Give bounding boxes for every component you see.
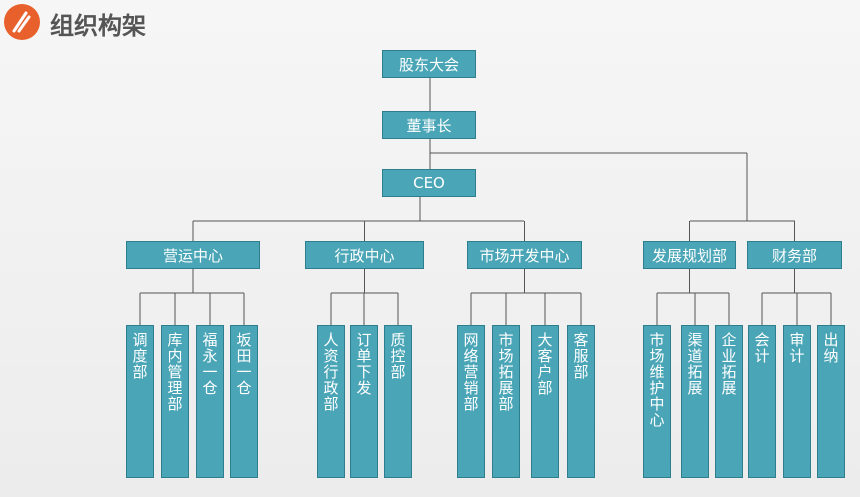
sub-department-node: 企业拓展 [715,325,743,478]
sub-department-node: 订单下发 [350,325,378,478]
sub-department-node: 出纳 [817,325,845,478]
sub-department-node: 坂田一仓 [230,325,258,478]
department-node: 财务部 [747,241,842,269]
sub-department-node: 客服部 [567,325,595,478]
sub-department-node: 质控部 [384,325,412,478]
top-node: 股东大会 [382,50,476,78]
sub-department-node: 大客户部 [531,325,559,478]
top-node: 董事长 [382,111,476,139]
sub-department-node: 审计 [783,325,811,478]
department-node: 发展规划部 [643,241,736,269]
sub-department-node: 会计 [748,325,776,478]
sub-department-node: 渠道拓展 [681,325,709,478]
page-title: 组织构架 [50,12,146,40]
department-node: 行政中心 [305,241,424,269]
title-icon [4,4,40,40]
sub-department-node: 人资行政部 [317,325,345,478]
department-node: 营运中心 [126,241,260,269]
sub-department-node: 福永一仓 [196,325,224,478]
pencil-icon [12,11,31,33]
sub-department-node: 市场拓展部 [492,325,520,478]
sub-department-node: 网络营销部 [457,325,485,478]
department-node: 市场开发中心 [467,241,582,269]
sub-department-node: 调度部 [126,325,154,478]
top-node: CEO [382,169,476,197]
sub-department-node: 市场维护中心 [643,325,671,478]
sub-department-node: 库内管理部 [161,325,189,478]
